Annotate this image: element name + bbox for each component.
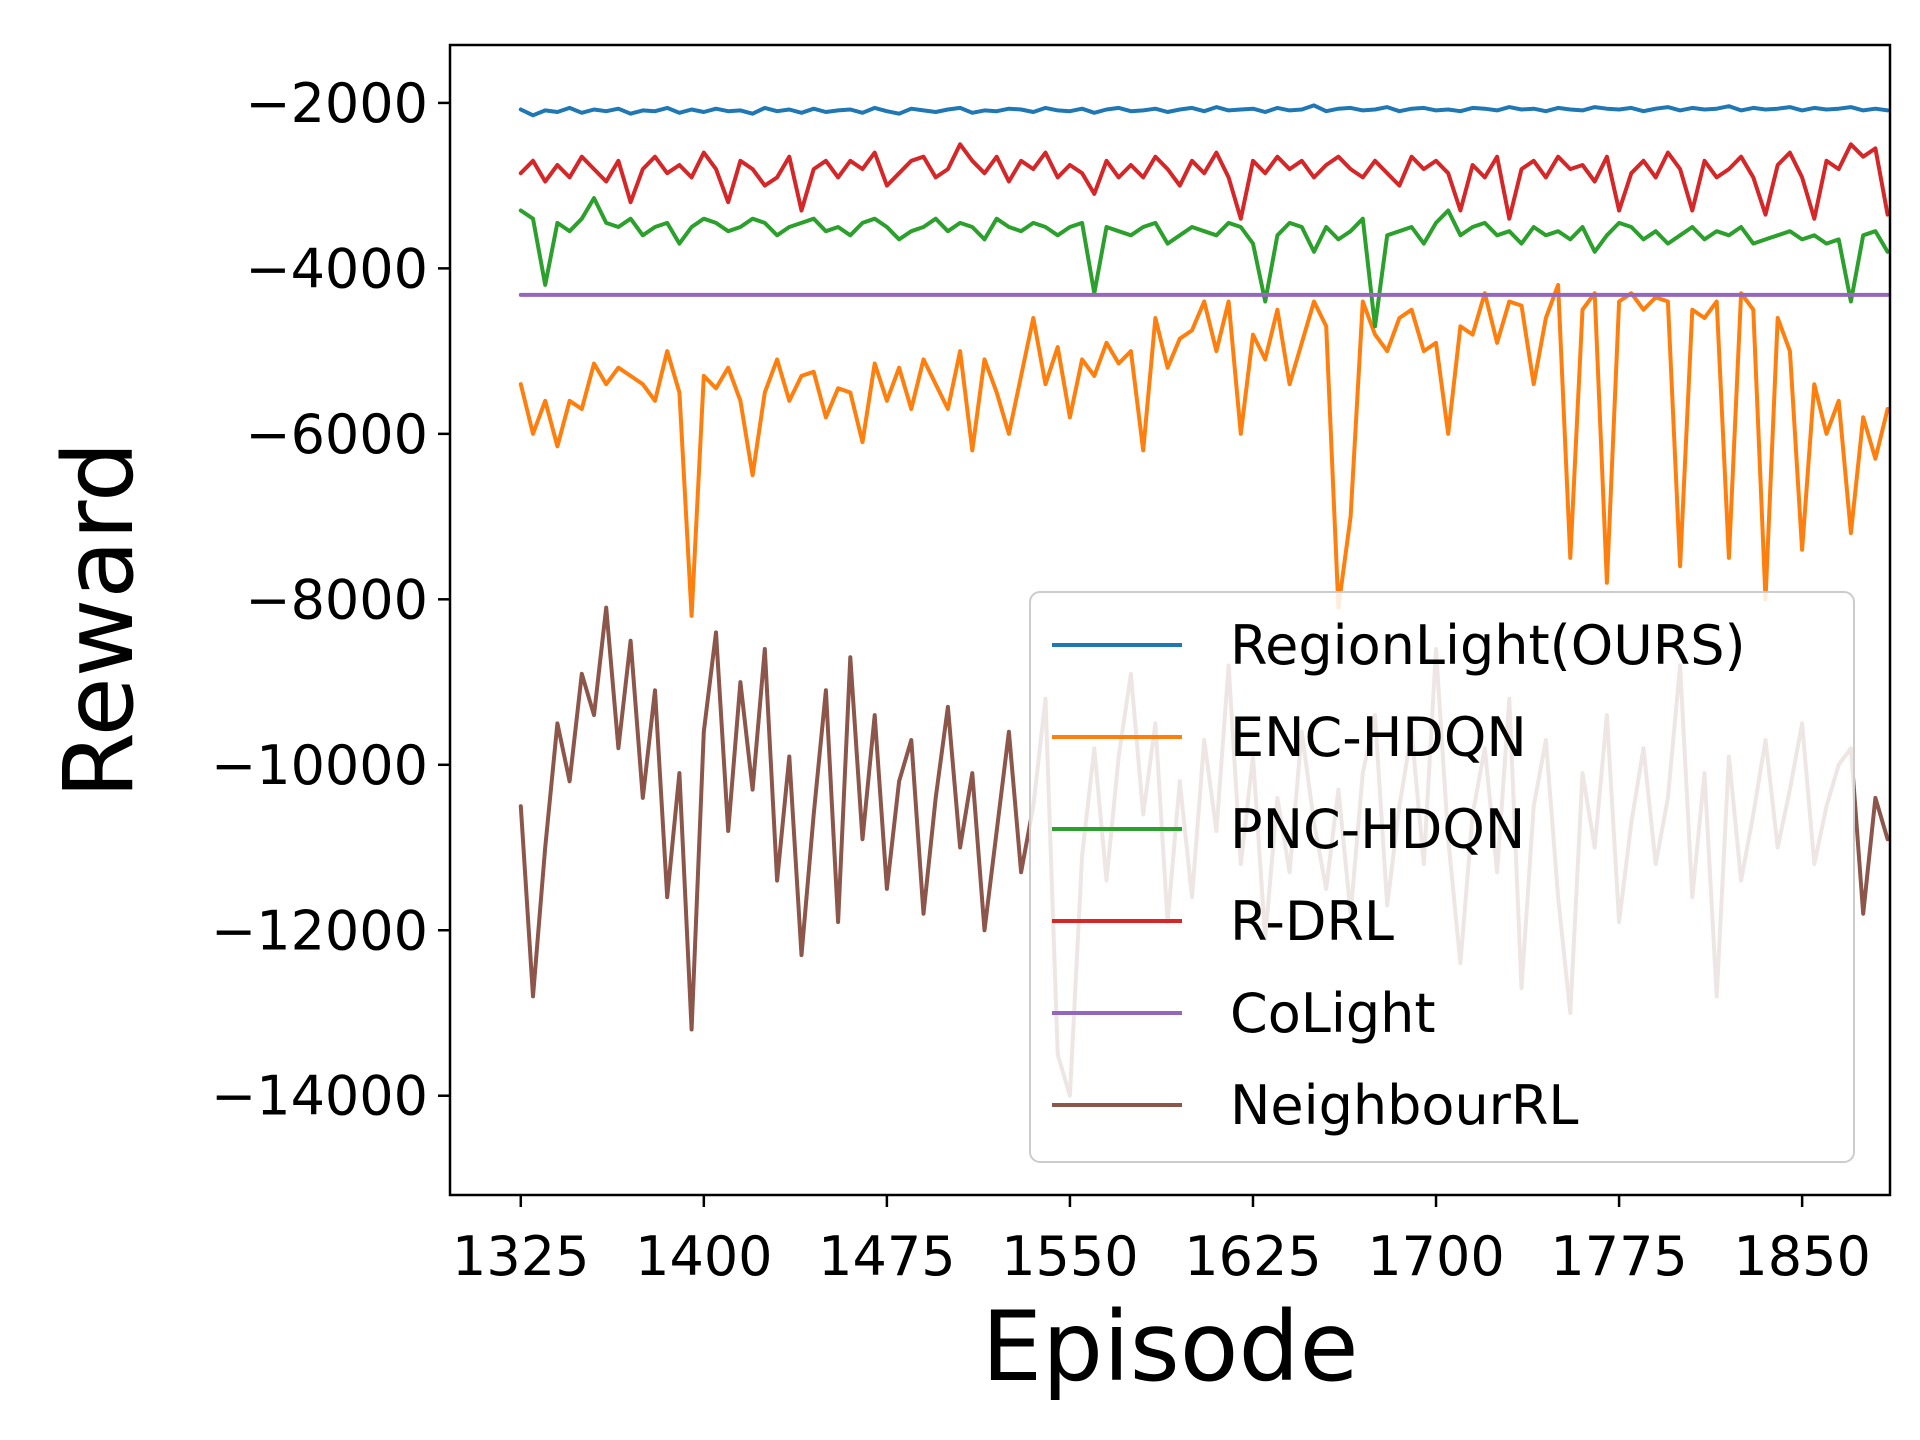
x-tick-label: 1325 bbox=[452, 1225, 589, 1288]
x-tick-label: 1700 bbox=[1367, 1225, 1504, 1288]
legend-label: CoLight bbox=[1230, 982, 1436, 1045]
legend-label: PNC-HDQN bbox=[1230, 798, 1525, 861]
series-line-enc-hdqn bbox=[518, 282, 1890, 618]
x-axis: 1325 1400 1475 1550 1625 1700 1775 1850 bbox=[452, 1195, 1871, 1288]
x-tick-label: 1400 bbox=[635, 1225, 772, 1288]
y-tick-label: −6000 bbox=[245, 403, 428, 466]
plot-frame bbox=[448, 43, 1892, 1197]
x-tick-label: 1625 bbox=[1184, 1225, 1321, 1288]
y-tick-label: −14000 bbox=[211, 1065, 428, 1128]
legend-label: NeighbourRL bbox=[1230, 1074, 1578, 1137]
legend-label: ENC-HDQN bbox=[1230, 706, 1527, 769]
y-tick-label: −4000 bbox=[245, 237, 428, 300]
legend-box bbox=[1029, 591, 1855, 1163]
y-tick-label: −12000 bbox=[211, 899, 428, 962]
series-line-regionlight-ours bbox=[518, 103, 1890, 118]
legend: RegionLight(OURS) ENC-HDQN PNC-HDQN R-DRL Co… bbox=[1029, 591, 1855, 1163]
y-axis: −2000 −4000 −6000 −8000 −10000 −12000 −14000 bbox=[211, 72, 450, 1128]
y-tick-label: −8000 bbox=[245, 568, 428, 631]
series-line-pnc-hdqn bbox=[518, 196, 1890, 329]
legend-label: R-DRL bbox=[1230, 890, 1394, 953]
x-tick-label: 1775 bbox=[1550, 1225, 1687, 1288]
series-line-r-drl bbox=[518, 142, 1890, 221]
x-axis-label: Episode bbox=[981, 1291, 1358, 1403]
y-tick-label: −10000 bbox=[211, 734, 428, 797]
x-tick-label: 1550 bbox=[1001, 1225, 1138, 1288]
legend-label: RegionLight(OURS) bbox=[1230, 614, 1746, 677]
x-tick-label: 1475 bbox=[818, 1225, 955, 1288]
y-tick-label: −2000 bbox=[245, 72, 428, 135]
y-axis-label: Reward bbox=[43, 441, 155, 799]
x-tick-label: 1850 bbox=[1733, 1225, 1870, 1288]
